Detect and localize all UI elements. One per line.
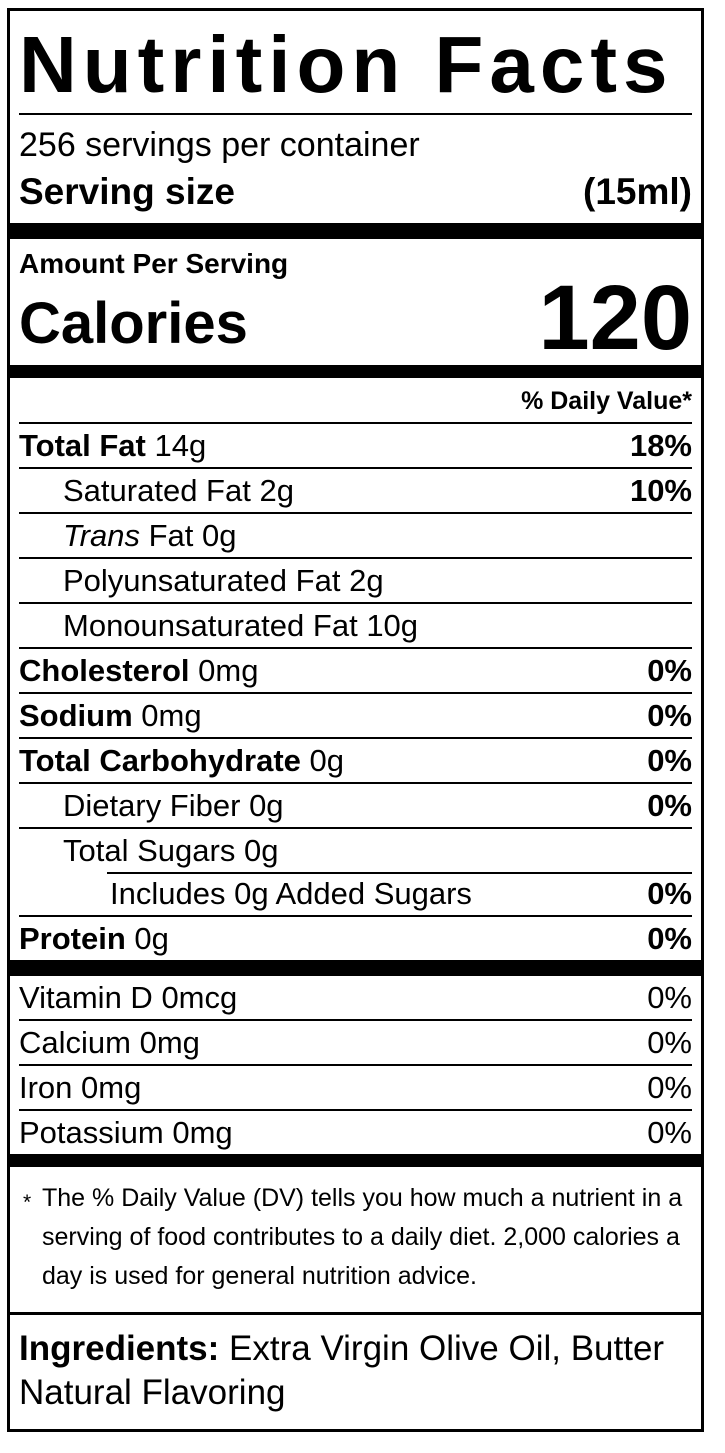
calories-value: 120 xyxy=(538,267,693,369)
serving-size-value: (15ml) xyxy=(583,171,692,212)
label-title: Nutrition Facts xyxy=(19,20,674,109)
thick-divider-calories xyxy=(10,365,701,378)
nutrient-dv: 0% xyxy=(647,1115,692,1150)
calories-row: Calories 120 xyxy=(10,267,701,369)
daily-value-header: % Daily Value* xyxy=(521,387,692,415)
footnote-text: The % Daily Value (DV) tells you how muc… xyxy=(42,1184,683,1290)
nutrient-name: Total Fat 14g xyxy=(19,428,207,463)
nutrient-name: Trans Fat 0g xyxy=(63,518,237,553)
micronutrient-rows: Vitamin D 0mcg 0% Calcium 0mg 0% Iron 0m… xyxy=(19,976,692,1154)
ingredients-divider xyxy=(10,1312,701,1315)
nutrient-name: Protein 0g xyxy=(19,921,169,956)
nutrient-name: Saturated Fat 2g xyxy=(63,473,294,508)
thick-divider-protein xyxy=(10,960,701,976)
nutrient-name: Potassium 0mg xyxy=(19,1115,233,1150)
ingredients-text: Extra Virgin Olive Oil, Butter Natural F… xyxy=(19,1329,665,1412)
nutrient-name: Calcium 0mg xyxy=(19,1025,200,1060)
serving-size-row: Serving size (15ml) xyxy=(10,167,701,223)
servings-per-container: 256 servings per container xyxy=(19,126,420,164)
nutrient-row-total-carbohydrate: Total Carbohydrate 0g 0% xyxy=(19,737,692,782)
nutrient-row-protein: Protein 0g 0% xyxy=(19,915,692,960)
nutrition-facts-label: Nutrition Facts 256 servings per contain… xyxy=(7,8,704,1432)
nutrient-name: Vitamin D 0mcg xyxy=(19,980,238,1015)
serving-size-label: Serving size xyxy=(19,171,235,212)
nutrient-dv: 0% xyxy=(647,1025,692,1060)
nutrient-name: Iron 0mg xyxy=(19,1070,142,1105)
nutrient-row-vitamin-d: Vitamin D 0mcg 0% xyxy=(19,976,692,1019)
nutrient-row-saturated-fat: Saturated Fat 2g 10% xyxy=(19,467,692,512)
nutrient-row-total-fat: Total Fat 14g 18% xyxy=(19,422,692,467)
nutrient-dv: 0% xyxy=(647,743,692,778)
nutrient-row-potassium: Potassium 0mg 0% xyxy=(19,1109,692,1154)
nutrient-row-calcium: Calcium 0mg 0% xyxy=(19,1019,692,1064)
nutrient-dv: 0% xyxy=(647,788,692,823)
nutrient-dv: 0% xyxy=(647,653,692,688)
nutrient-row-polyunsaturated-fat: Polyunsaturated Fat 2g xyxy=(19,557,692,602)
nutrient-name: Sodium 0mg xyxy=(19,698,202,733)
nutrient-dv: 0% xyxy=(647,980,692,1015)
footnote-asterisk: * xyxy=(23,1191,32,1214)
nutrient-row-iron: Iron 0mg 0% xyxy=(19,1064,692,1109)
thick-divider-bottom xyxy=(10,1154,701,1167)
thick-divider-top xyxy=(10,223,701,239)
nutrient-dv: 18% xyxy=(629,428,692,463)
nutrient-name: Cholesterol 0mg xyxy=(19,653,259,688)
calories-label: Calories xyxy=(19,291,248,356)
nutrient-name: Total Carbohydrate 0g xyxy=(19,743,345,778)
ingredients-section: Ingredients: Extra Virgin Olive Oil, But… xyxy=(10,1315,701,1429)
nutrient-dv: 0% xyxy=(647,1070,692,1105)
nutrient-dv: 0% xyxy=(647,876,692,911)
nutrient-row-sodium: Sodium 0mg 0% xyxy=(19,692,692,737)
nutrient-row-total-sugars: Total Sugars 0g xyxy=(19,827,692,872)
nutrient-dv: 10% xyxy=(629,473,692,508)
nutrient-dv: 0% xyxy=(647,698,692,733)
nutrient-name: Monounsaturated Fat 10g xyxy=(63,608,419,643)
nutrient-name: Total Sugars 0g xyxy=(63,833,279,868)
nutrient-row-trans-fat: Trans Fat 0g xyxy=(19,512,692,557)
ingredients-label: Ingredients: xyxy=(19,1329,220,1368)
nutrient-row-added-sugars: Includes 0g Added Sugars 0% xyxy=(19,872,692,915)
nutrient-name: Polyunsaturated Fat 2g xyxy=(63,563,384,598)
nutrient-name: Dietary Fiber 0g xyxy=(63,788,284,823)
nutrient-dv: 0% xyxy=(647,921,692,956)
title-divider xyxy=(19,113,692,115)
nutrient-row-cholesterol: Cholesterol 0mg 0% xyxy=(19,647,692,692)
nutrient-rows: Total Fat 14g 18% Saturated Fat 2g 10% T… xyxy=(19,422,692,960)
amount-per-serving-label: Amount Per Serving xyxy=(19,248,289,279)
daily-value-footnote: * The % Daily Value (DV) tells you how m… xyxy=(10,1167,701,1312)
nutrient-name: Includes 0g Added Sugars xyxy=(110,876,472,911)
nutrient-row-dietary-fiber: Dietary Fiber 0g 0% xyxy=(19,782,692,827)
nutrient-row-monounsaturated-fat: Monounsaturated Fat 10g xyxy=(19,602,692,647)
